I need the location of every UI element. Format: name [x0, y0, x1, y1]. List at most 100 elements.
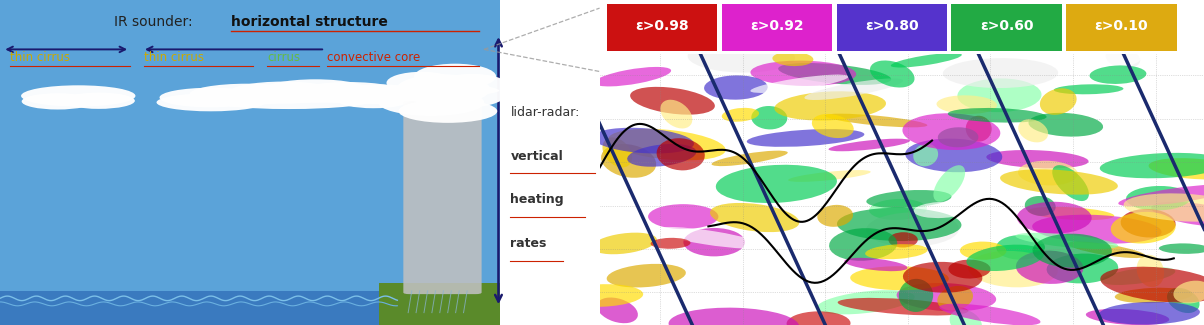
Ellipse shape	[1001, 169, 1117, 195]
Ellipse shape	[1119, 184, 1204, 206]
Ellipse shape	[818, 205, 852, 227]
Ellipse shape	[869, 199, 927, 220]
Text: vertical: vertical	[510, 150, 563, 162]
Ellipse shape	[786, 311, 850, 325]
Ellipse shape	[1126, 186, 1191, 210]
Ellipse shape	[889, 232, 917, 248]
Ellipse shape	[968, 251, 1058, 287]
Ellipse shape	[1052, 165, 1088, 201]
Ellipse shape	[591, 233, 657, 254]
FancyBboxPatch shape	[379, 283, 500, 325]
Ellipse shape	[899, 279, 933, 312]
Ellipse shape	[830, 228, 897, 261]
Ellipse shape	[778, 63, 891, 85]
Ellipse shape	[608, 129, 726, 160]
Ellipse shape	[721, 108, 759, 122]
Ellipse shape	[1111, 212, 1175, 243]
Ellipse shape	[1019, 119, 1049, 142]
Ellipse shape	[891, 53, 962, 68]
Ellipse shape	[950, 309, 982, 325]
Ellipse shape	[1100, 267, 1175, 285]
Text: ε>0.98: ε>0.98	[636, 19, 689, 33]
Ellipse shape	[943, 58, 1058, 88]
Ellipse shape	[1123, 193, 1204, 222]
Ellipse shape	[684, 228, 745, 256]
Ellipse shape	[159, 88, 262, 107]
Ellipse shape	[716, 165, 837, 203]
Ellipse shape	[937, 95, 997, 114]
Ellipse shape	[668, 308, 799, 325]
Ellipse shape	[804, 78, 903, 100]
Ellipse shape	[1046, 254, 1119, 283]
Ellipse shape	[396, 74, 490, 104]
Ellipse shape	[656, 138, 704, 170]
Ellipse shape	[816, 290, 915, 314]
Ellipse shape	[1038, 41, 1145, 74]
Text: thin cirrus: thin cirrus	[10, 51, 70, 64]
Ellipse shape	[1028, 207, 1114, 220]
Ellipse shape	[866, 212, 958, 247]
Ellipse shape	[938, 127, 979, 147]
FancyBboxPatch shape	[0, 291, 379, 325]
Ellipse shape	[774, 91, 886, 121]
Ellipse shape	[1054, 84, 1123, 94]
Ellipse shape	[1115, 288, 1192, 303]
Ellipse shape	[63, 93, 135, 109]
Ellipse shape	[957, 78, 1041, 112]
Ellipse shape	[966, 116, 992, 142]
Text: lidar-radar:: lidar-radar:	[510, 106, 580, 119]
Ellipse shape	[630, 87, 715, 115]
Ellipse shape	[337, 92, 409, 108]
Ellipse shape	[866, 244, 928, 259]
Ellipse shape	[295, 82, 403, 103]
Ellipse shape	[960, 241, 1007, 260]
Ellipse shape	[1028, 113, 1103, 136]
Ellipse shape	[660, 100, 692, 128]
Ellipse shape	[1015, 233, 1119, 249]
Ellipse shape	[607, 264, 686, 288]
Ellipse shape	[594, 67, 671, 86]
Ellipse shape	[190, 84, 303, 105]
Ellipse shape	[751, 106, 787, 129]
Ellipse shape	[650, 238, 691, 249]
Ellipse shape	[602, 137, 632, 167]
Ellipse shape	[903, 113, 1001, 150]
Ellipse shape	[331, 84, 427, 104]
Ellipse shape	[867, 190, 951, 208]
Ellipse shape	[948, 108, 1046, 123]
Ellipse shape	[750, 74, 849, 93]
Ellipse shape	[1040, 88, 1076, 115]
Ellipse shape	[205, 91, 373, 109]
Ellipse shape	[627, 144, 696, 167]
Ellipse shape	[597, 297, 638, 323]
Ellipse shape	[648, 204, 719, 229]
Ellipse shape	[811, 114, 854, 138]
FancyBboxPatch shape	[403, 101, 482, 294]
Ellipse shape	[601, 144, 656, 178]
Text: ε>0.80: ε>0.80	[864, 19, 919, 33]
Ellipse shape	[746, 129, 864, 147]
Ellipse shape	[905, 139, 1002, 172]
Ellipse shape	[949, 260, 991, 279]
Ellipse shape	[1068, 241, 1145, 258]
Ellipse shape	[986, 150, 1088, 168]
Ellipse shape	[838, 298, 968, 316]
Ellipse shape	[1032, 215, 1162, 244]
Ellipse shape	[712, 150, 787, 166]
Ellipse shape	[560, 284, 643, 307]
Ellipse shape	[1033, 234, 1111, 268]
Ellipse shape	[704, 75, 768, 100]
Ellipse shape	[1105, 48, 1140, 68]
Ellipse shape	[1121, 209, 1175, 238]
Text: heating: heating	[510, 193, 565, 206]
Ellipse shape	[828, 139, 910, 151]
FancyBboxPatch shape	[1067, 4, 1176, 51]
Ellipse shape	[437, 74, 507, 95]
Ellipse shape	[1137, 255, 1164, 287]
Ellipse shape	[850, 266, 949, 290]
Ellipse shape	[1100, 267, 1204, 303]
FancyBboxPatch shape	[951, 4, 1062, 51]
Ellipse shape	[710, 203, 799, 232]
Ellipse shape	[229, 82, 337, 104]
Ellipse shape	[1099, 302, 1200, 325]
